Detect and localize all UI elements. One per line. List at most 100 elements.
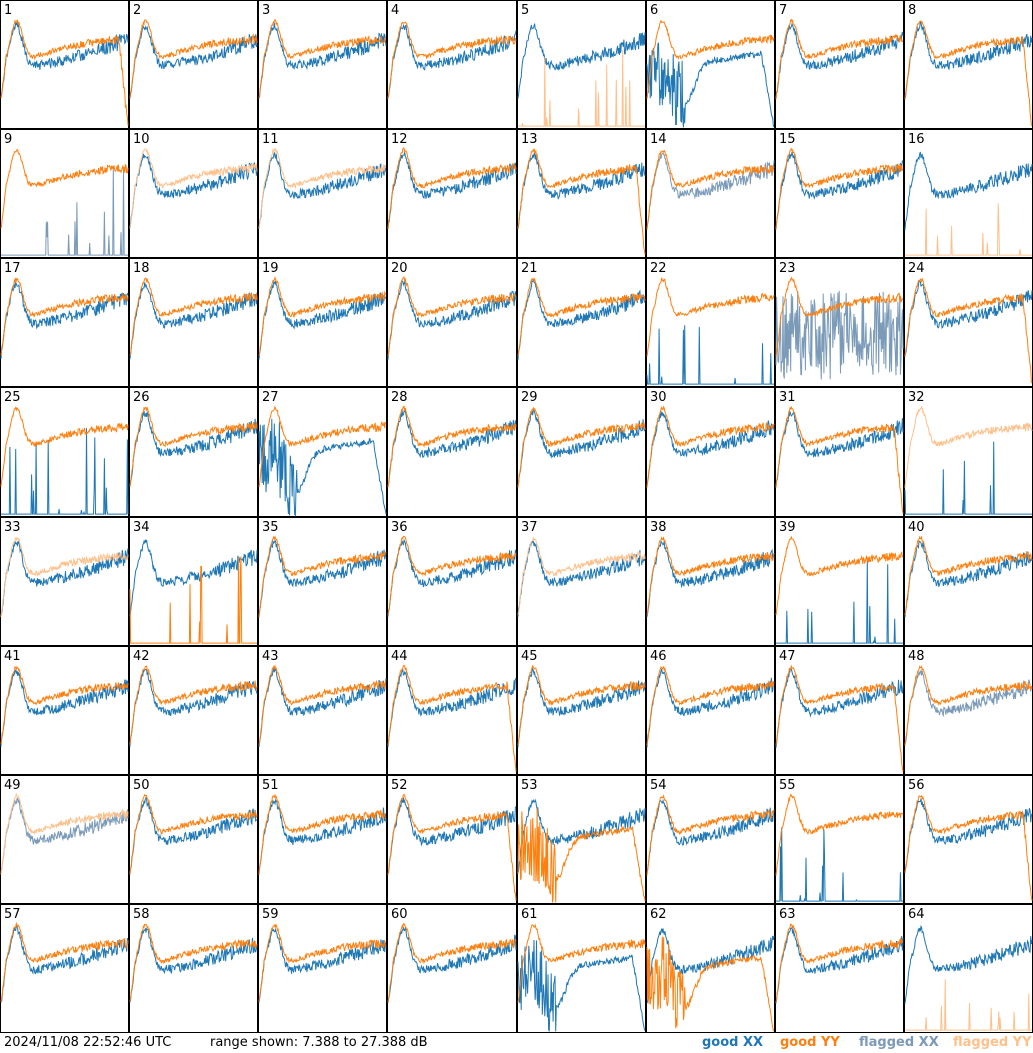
tile-label: 15 [779, 132, 796, 147]
tile: 39 [775, 517, 904, 646]
series-yy [517, 406, 646, 488]
tile-label: 63 [779, 907, 796, 922]
tile-label: 6 [650, 3, 658, 18]
series-yy [775, 405, 904, 514]
tile-frame [258, 517, 387, 646]
tile-frame [517, 904, 646, 1033]
tile-label: 64 [908, 907, 925, 922]
tile: 7 [775, 0, 904, 129]
series-xx [775, 411, 904, 487]
tile-frame [775, 646, 904, 775]
tile-label: 10 [133, 132, 150, 147]
series-yy [518, 49, 645, 127]
tile: 2 [129, 0, 258, 129]
tile: 50 [129, 775, 258, 904]
tile-label: 3 [262, 3, 270, 18]
tile-frame [0, 258, 129, 387]
series-xx [775, 151, 904, 230]
tile: 22 [646, 258, 775, 387]
tile-frame [0, 904, 129, 1033]
tile-label: 48 [908, 649, 925, 664]
series-xx [776, 827, 903, 902]
tile-label: 39 [779, 520, 796, 535]
series-yy [0, 665, 129, 745]
tile-label: 53 [521, 778, 538, 793]
tile: 20 [387, 258, 517, 387]
tile: 14 [646, 129, 775, 258]
tile: 53 [517, 775, 646, 904]
tile: 34 [129, 517, 258, 646]
series-yy [905, 203, 1032, 256]
tile: 37 [517, 517, 646, 646]
tile: 1 [0, 0, 129, 129]
series-xx [258, 418, 387, 517]
tile-label: 7 [779, 3, 787, 18]
series-xx [776, 559, 903, 644]
tile-label: 19 [262, 261, 279, 276]
tile-frame [517, 258, 646, 387]
tile-label: 8 [908, 3, 916, 18]
tile: 15 [775, 129, 904, 258]
tile-label: 29 [521, 390, 538, 405]
tile-label: 60 [391, 907, 408, 922]
tile: 11 [258, 129, 387, 258]
tile: 48 [904, 646, 1033, 775]
series-xx [0, 541, 129, 616]
series-yy [129, 556, 257, 644]
tile-label: 9 [4, 132, 12, 147]
series-yy [258, 793, 387, 875]
series-xx [646, 152, 775, 230]
tile: 4 [387, 0, 517, 129]
series-yy [129, 665, 258, 745]
series-yy [258, 535, 387, 618]
tile-frame [904, 517, 1033, 646]
legend-flagged-xx: flagged XX [859, 1035, 939, 1050]
tile: 41 [0, 646, 129, 775]
series-xx [905, 669, 1033, 743]
tile-label: 30 [650, 390, 667, 405]
tile-frame [646, 0, 775, 129]
series-xx [129, 153, 258, 229]
series-yy [258, 664, 387, 745]
series-xx [646, 42, 775, 128]
tile-label: 56 [908, 778, 925, 793]
tile-label: 14 [650, 132, 667, 147]
series-xx [258, 280, 387, 360]
tile: 24 [904, 258, 1033, 387]
tile-frame [129, 646, 258, 775]
tile: 54 [646, 775, 775, 904]
tile: 42 [129, 646, 258, 775]
series-yy [646, 19, 775, 100]
series-xx [387, 797, 517, 873]
tile: 3 [258, 0, 387, 129]
tile-label: 27 [262, 390, 279, 405]
tile-label: 24 [908, 261, 925, 276]
tile-frame [775, 129, 904, 258]
series-yy [904, 794, 1033, 901]
series-yy [904, 20, 1033, 127]
series-yy [129, 19, 258, 99]
series-yy [129, 277, 258, 356]
series-xx [646, 668, 775, 748]
tile: 35 [258, 517, 387, 646]
tile: 57 [0, 904, 129, 1033]
tile-label: 11 [262, 132, 279, 147]
tile-frame [646, 517, 775, 646]
tile-label: 47 [779, 649, 796, 664]
series-xx [904, 21, 1033, 100]
tile-label: 33 [4, 520, 21, 535]
tile: 29 [517, 387, 646, 517]
series-yy [775, 276, 903, 357]
tile-frame [387, 129, 517, 258]
tile-frame [517, 387, 646, 517]
tile-label: 61 [521, 907, 538, 922]
tile: 45 [517, 646, 646, 775]
tile-label: 40 [908, 520, 925, 535]
tile-label: 22 [650, 261, 667, 276]
series-yy [0, 406, 129, 487]
tile: 16 [904, 129, 1033, 258]
series-xx [646, 798, 775, 873]
tile: 63 [775, 904, 904, 1033]
series-yy [775, 535, 904, 616]
tile: 49 [0, 775, 129, 904]
